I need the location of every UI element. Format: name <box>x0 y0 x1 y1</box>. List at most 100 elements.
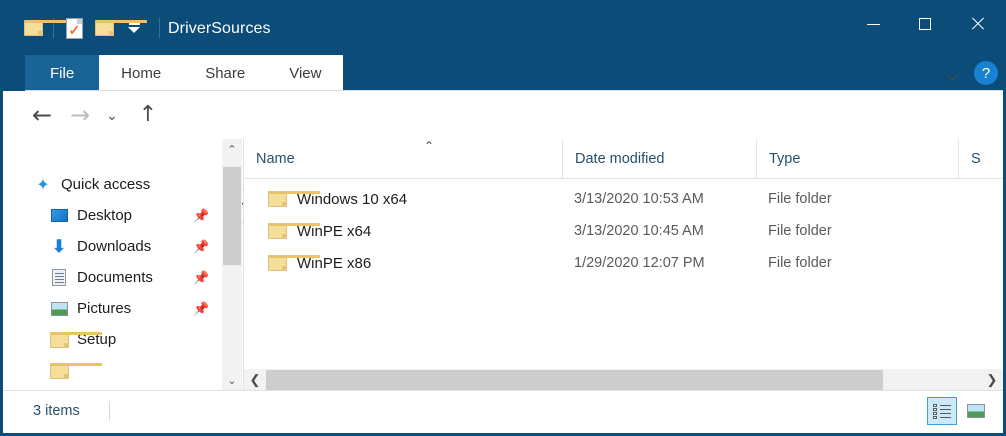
file-name-label: WinPE x86 <box>297 254 372 272</box>
sidebar-item-quick-access[interactable]: ✦ Quick access <box>3 169 222 200</box>
details-view-icon <box>933 403 951 419</box>
documents-icon <box>49 269 69 287</box>
minimize-button[interactable] <box>847 0 899 48</box>
folder-glyph <box>23 20 76 36</box>
chevron-down-icon: ⌄ <box>106 106 118 123</box>
table-row[interactable]: WinPE x86 1/29/2020 12:07 PM File folder <box>244 247 1003 279</box>
column-label: S <box>971 151 981 167</box>
folder-icon <box>268 255 320 271</box>
view-mode-buttons <box>927 397 991 425</box>
type-cell: File folder <box>768 255 832 271</box>
folder-icon <box>49 362 102 380</box>
sidebar-item-documents[interactable]: Documents 📌 <box>3 262 222 293</box>
column-header-divider <box>244 178 1003 179</box>
new-folder-icon[interactable] <box>89 14 147 42</box>
navigation-pane: ✦ Quick access Desktop 📌 ⬇ Downloads 📌 D… <box>3 139 222 391</box>
sidebar-item-label: Pictures <box>77 300 132 317</box>
qat-separator-1 <box>53 18 54 38</box>
sidebar-item-pictures[interactable]: Pictures 📌 <box>3 293 222 324</box>
ribbon-divider <box>25 90 1003 91</box>
date-modified-cell: 1/29/2020 12:07 PM <box>574 255 705 271</box>
folder-icon[interactable] <box>18 14 76 42</box>
file-list-horizontal-scrollbar[interactable]: ❮ ❯ <box>244 369 1003 391</box>
column-label: Date modified <box>575 151 665 167</box>
details-view-button[interactable] <box>927 397 957 425</box>
scrollbar-track[interactable] <box>266 370 981 390</box>
column-label: Name <box>256 151 295 167</box>
pin-icon[interactable]: 📌 <box>193 239 210 254</box>
window-title: DriverSources <box>168 20 271 37</box>
tab-share[interactable]: Share <box>183 55 268 91</box>
expand-ribbon-icon[interactable] <box>947 67 960 80</box>
qat-separator-2 <box>159 18 160 38</box>
help-icon[interactable]: ? <box>974 61 998 85</box>
type-cell: File folder <box>768 223 832 239</box>
recent-locations-button[interactable]: ⌄ <box>99 91 125 139</box>
pin-icon[interactable]: 📌 <box>193 301 210 316</box>
back-button[interactable]: ← <box>25 91 59 139</box>
pin-icon[interactable]: 📌 <box>193 270 210 285</box>
large-icons-view-button[interactable] <box>961 397 991 425</box>
column-header-size[interactable]: S <box>958 139 1003 179</box>
pane-splitter[interactable] <box>243 139 244 391</box>
folder-icon <box>268 223 320 239</box>
up-button[interactable]: ↑ <box>131 91 165 139</box>
new-folder-glyph <box>94 20 147 36</box>
downloads-icon: ⬇ <box>51 236 67 256</box>
forward-button[interactable]: → <box>63 91 97 139</box>
quick-access-toolbar: ✓ <box>18 14 165 42</box>
maximize-button[interactable] <box>899 0 951 48</box>
date-modified-cell: 3/13/2020 10:45 AM <box>574 223 704 239</box>
scrollbar-thumb[interactable] <box>223 167 241 265</box>
close-button[interactable] <box>951 0 1003 48</box>
sidebar-item-label: Quick access <box>61 176 151 193</box>
column-header-date-modified[interactable]: Date modified <box>562 139 756 179</box>
column-headers: Name ⌃ Date modified Type S <box>244 139 1003 179</box>
ribbon-tab-strip: File Home Share View <box>25 55 344 91</box>
sidebar-item-label: Desktop <box>77 207 133 224</box>
sidebar-item-label: Documents <box>77 269 153 286</box>
sidebar-item-downloads[interactable]: ⬇ Downloads 📌 <box>3 231 222 262</box>
folder-icon <box>268 191 320 207</box>
desktop-icon <box>49 207 69 225</box>
column-header-name[interactable]: Name ⌃ <box>244 139 562 179</box>
navigation-pane-scrollbar[interactable]: ⌃ ⌄ <box>222 139 242 391</box>
window-controls <box>847 0 1003 48</box>
chevron-down-icon[interactable] <box>119 14 149 42</box>
column-label: Type <box>769 151 801 167</box>
scroll-up-button[interactable]: ⌃ <box>222 139 242 160</box>
file-list: Name ⌃ Date modified Type S Windows 10 x <box>244 139 1003 391</box>
status-separator <box>109 401 110 420</box>
scroll-down-button[interactable]: ⌄ <box>222 370 242 391</box>
table-row[interactable]: WinPE x64 3/13/2020 10:45 AM File folder <box>244 215 1003 247</box>
forward-arrow-icon: → <box>69 101 91 129</box>
star-icon: ✦ <box>36 176 50 194</box>
sidebar-item-setup[interactable]: Setup <box>3 324 222 355</box>
properties-icon[interactable]: ✓ <box>59 14 89 42</box>
scroll-left-button[interactable]: ❮ <box>249 372 261 387</box>
tab-file[interactable]: File <box>25 55 100 91</box>
pin-icon[interactable]: 📌 <box>193 208 210 223</box>
date-modified-cell: 3/13/2020 10:53 AM <box>574 191 704 207</box>
file-name-cell: Windows 10 x64 <box>244 191 407 208</box>
file-name-label: WinPE x64 <box>297 222 372 240</box>
ribbon-controls: ? <box>947 55 998 91</box>
title-bar: ✓ DriverSources <box>0 0 1006 55</box>
tab-home[interactable]: Home <box>99 55 184 91</box>
status-bar: 3 items <box>3 390 1003 433</box>
sidebar-item-clipped[interactable] <box>3 355 222 386</box>
scrollbar-thumb[interactable] <box>266 370 883 390</box>
file-name-cell: WinPE x86 <box>244 255 371 272</box>
back-arrow-icon: ← <box>31 101 53 129</box>
file-rows: Windows 10 x64 3/13/2020 10:53 AM File f… <box>244 183 1003 279</box>
sidebar-item-desktop[interactable]: Desktop 📌 <box>3 200 222 231</box>
type-cell: File folder <box>768 191 832 207</box>
column-header-type[interactable]: Type <box>756 139 958 179</box>
sort-ascending-icon: ⌃ <box>424 139 435 153</box>
table-row[interactable]: Windows 10 x64 3/13/2020 10:53 AM File f… <box>244 183 1003 215</box>
folder-icon <box>49 331 102 349</box>
tab-view[interactable]: View <box>267 55 344 91</box>
scroll-right-button[interactable]: ❯ <box>986 372 998 387</box>
address-bar: ← → ⌄ ↑ « cm01 ❯ Sources$ ❯ OSD ❯ Driver… <box>3 91 1003 223</box>
